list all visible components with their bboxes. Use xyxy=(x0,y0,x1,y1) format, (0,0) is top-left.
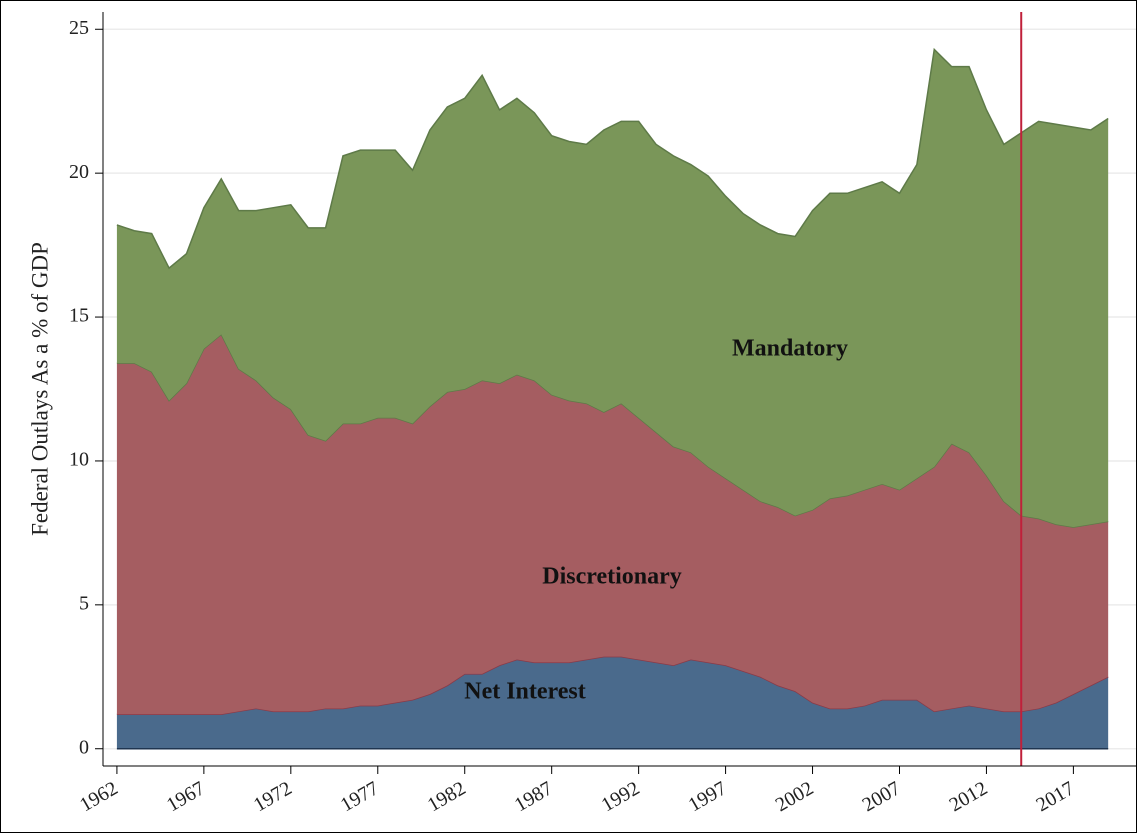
y-tick-label: 5 xyxy=(79,592,89,614)
y-tick-label: 20 xyxy=(69,161,89,183)
x-tick-label: 2002 xyxy=(772,777,818,816)
x-tick-label: 1997 xyxy=(685,777,731,816)
area-label: Mandatory xyxy=(732,336,848,362)
y-tick-label: 15 xyxy=(69,305,89,327)
x-tick-label: 2017 xyxy=(1033,777,1079,816)
area xyxy=(116,656,1109,749)
x-tick-label: 2007 xyxy=(859,777,905,816)
y-axis-label: Federal Outlays As a % of GDP xyxy=(27,242,52,536)
area-label: Net Interest xyxy=(464,679,586,705)
area xyxy=(116,334,1109,715)
x-tick-label: 1977 xyxy=(337,777,383,816)
x-tick-label: 2012 xyxy=(946,777,992,816)
y-tick-label: 10 xyxy=(69,449,89,471)
x-tick-label: 1987 xyxy=(511,777,557,816)
x-tick-label: 1972 xyxy=(250,777,296,816)
x-tick-label: 1962 xyxy=(76,777,122,816)
y-tick-label: 0 xyxy=(79,736,89,758)
area-label: Discretionary xyxy=(542,564,682,590)
x-tick-label: 1982 xyxy=(424,777,470,816)
x-tick-label: 1992 xyxy=(598,777,644,816)
y-tick-label: 25 xyxy=(69,17,89,39)
area-edge xyxy=(116,47,1109,270)
x-tick-label: 1967 xyxy=(163,777,209,816)
area xyxy=(116,49,1109,528)
